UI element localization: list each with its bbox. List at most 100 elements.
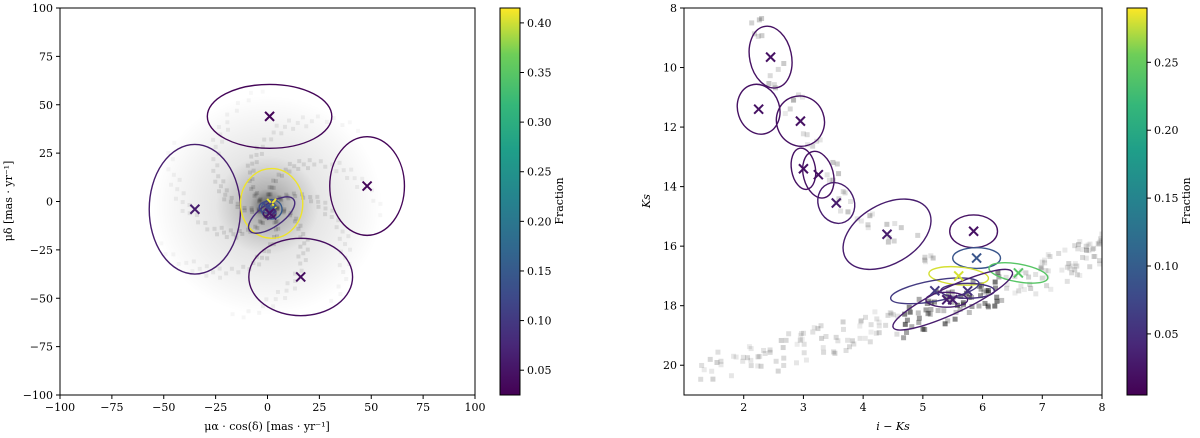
density-cell [228,228,233,233]
density-cell [1021,287,1027,293]
density-cell [857,323,863,329]
density-cell [237,228,242,233]
density-cell [969,304,975,310]
x-tick-label: 5 [919,401,926,414]
density-cell [868,322,874,328]
density-cell [1016,288,1022,294]
density-cell [748,357,754,363]
colorbar-right-ticks: 0.05 0.10 0.15 0.20 0.25 [1147,56,1179,341]
density-cell [283,167,288,172]
density-cell [211,137,216,142]
color-magnitude-markers [753,51,1024,305]
density-cell [966,310,972,316]
density-cell [222,197,227,202]
density-cell [169,182,174,187]
density-cell [1039,259,1045,265]
density-cell [344,277,349,282]
density-cell [767,349,773,355]
density-cell [1099,231,1102,237]
density-cell [330,162,335,167]
density-cell [256,207,261,212]
density-cell [698,376,704,382]
density-cell [928,306,934,312]
density-cell [714,360,720,366]
density-cell [1092,253,1098,259]
density-cell [824,172,830,178]
density-cell [851,341,857,347]
density-cell [1033,291,1039,297]
density-cell [992,279,998,285]
density-cell [756,17,762,23]
density-cell [258,197,263,202]
density-cell [235,201,240,206]
density-cell [190,269,195,274]
density-cell [348,247,353,252]
density-cell [180,200,185,205]
density-cell [1044,274,1050,280]
density-cell [767,73,773,79]
density-cell [749,20,755,26]
density-cell [301,162,306,167]
density-cell [1056,250,1062,256]
density-cell [247,178,252,183]
density-cell [1084,247,1090,253]
density-cell [300,115,305,120]
x-tick-label: 3 [800,401,807,414]
density-cell [909,324,915,330]
density-cell [799,330,805,336]
density-cell [976,303,982,309]
density-cell [236,101,240,105]
density-cell [849,338,855,344]
density-cell [176,261,181,266]
density-cell [203,220,208,225]
density-cell [251,168,256,173]
density-cell [298,244,303,249]
density-cell [943,294,949,300]
density-cell [180,208,185,213]
density-cell [823,333,829,339]
density-cell [1044,283,1050,289]
density-cell [224,235,229,240]
density-cell [804,132,810,138]
density-cell [216,174,221,179]
density-cell [920,326,926,332]
density-cell [292,164,297,169]
density-cell [1047,254,1053,260]
density-cell [926,310,932,316]
density-cell [869,211,875,217]
density-cell [982,300,988,306]
density-cell [978,286,984,292]
density-cell [865,225,871,231]
density-cell [275,219,280,224]
component-marker [795,115,806,127]
density-cell [1097,261,1102,267]
density-cell [865,222,871,228]
density-cell [922,257,928,263]
density-cell [957,306,963,312]
density-cell [219,225,224,230]
colorbar-tick-label: 0.20 [1154,124,1179,137]
density-cell [1033,271,1039,277]
density-cell [257,198,262,203]
density-cell [301,251,306,256]
component-ellipse [889,277,980,305]
density-cell [815,326,821,332]
density-cell [781,362,787,368]
density-cell [1045,252,1051,258]
density-cell [1027,281,1033,287]
density-cell [253,192,258,197]
colorbar-tick-label: 0.25 [527,166,552,179]
density-cell [787,106,793,112]
density-cell [858,318,864,324]
density-cell [276,172,281,177]
colorbar-tick-label: 0.30 [527,116,552,129]
density-cell [324,119,329,124]
density-cell [242,208,247,213]
density-cell [970,279,976,285]
density-cell [197,266,202,271]
density-cell [924,300,930,306]
density-cell [275,206,280,211]
density-cell [767,347,773,353]
density-cell [196,220,201,225]
